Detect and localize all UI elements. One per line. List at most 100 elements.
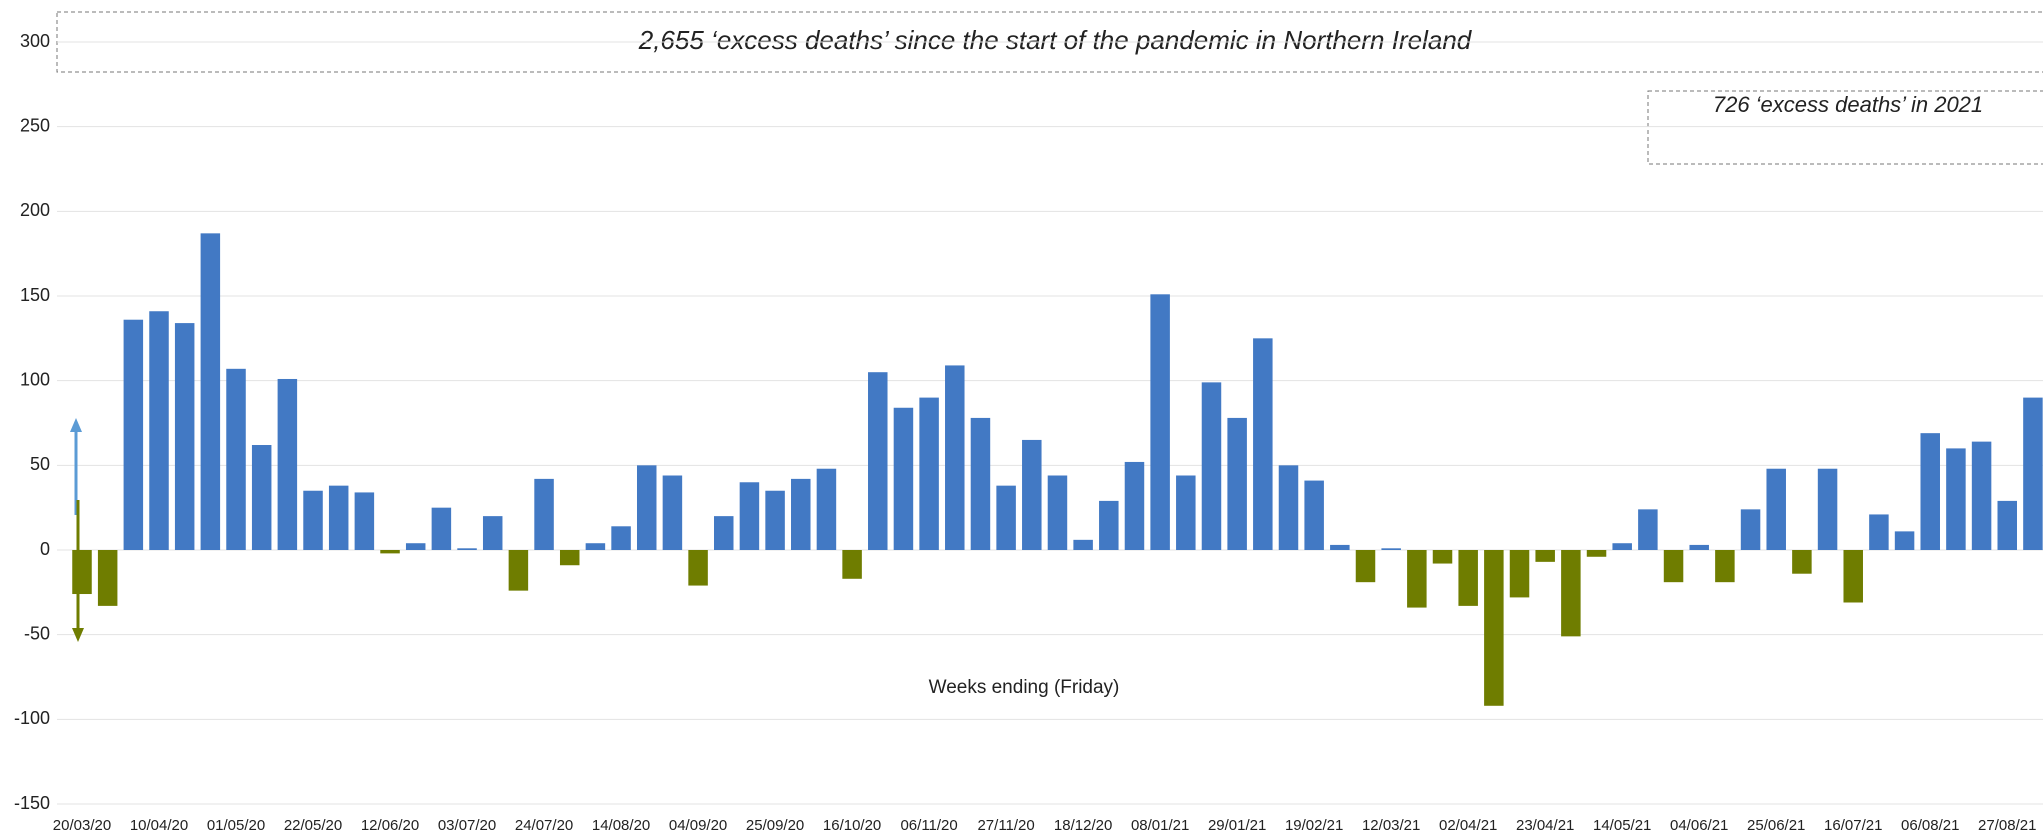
bar [585, 543, 606, 550]
bar [662, 475, 683, 550]
y-tick-label: -50 [24, 623, 50, 643]
x-tick-label: 27/08/21 [1978, 817, 2036, 834]
bar [431, 507, 452, 550]
bar [1715, 550, 1735, 583]
bar [611, 526, 631, 550]
x-tick-label: 06/08/21 [1901, 817, 1959, 834]
bar [1843, 550, 1863, 603]
x-tick-label: 14/05/21 [1593, 817, 1651, 834]
x-tick-label: 27/11/20 [977, 817, 1034, 834]
x-tick-label: 12/03/21 [1362, 817, 1420, 834]
plot: -150 -100 -50 0 50 100 150 200 250 300 20/03/20 10/… [14, 31, 2043, 834]
bar [868, 372, 888, 550]
bar [380, 550, 400, 554]
y-tick-label: 300 [20, 31, 50, 51]
bar [534, 478, 554, 550]
x-tick-label: 01/05/20 [207, 817, 265, 834]
bar [1561, 550, 1581, 637]
down-arrow-head [72, 628, 84, 642]
bar [1176, 475, 1196, 550]
bar [1458, 550, 1478, 606]
bar [1663, 550, 1684, 583]
bar [1047, 475, 1068, 550]
y-tick-label: 150 [20, 285, 50, 305]
bar [1278, 465, 1299, 550]
y-tick-label: -150 [14, 793, 50, 813]
bar [200, 233, 221, 550]
chart-title: 2,655 ‘excess deaths’ since the start of… [638, 25, 1473, 55]
bar [1381, 548, 1401, 550]
bar [1869, 514, 1889, 550]
bar [765, 490, 785, 550]
bar [1971, 441, 1992, 550]
bar [559, 550, 580, 566]
y-tick-label: -100 [14, 708, 50, 728]
bar [354, 492, 375, 550]
bar [405, 543, 426, 550]
x-tick-label: 25/06/21 [1747, 817, 1805, 834]
x-axis-label: Weeks ending (Friday) [929, 677, 1120, 698]
bar [123, 319, 144, 550]
bar [1612, 543, 1632, 550]
bar [1150, 294, 1170, 550]
bar [508, 550, 529, 591]
bar [945, 365, 965, 550]
bar [1509, 550, 1530, 598]
bar [816, 468, 837, 550]
bar [1766, 468, 1786, 550]
y-tick-label: 250 [20, 115, 50, 135]
bar [1407, 550, 1427, 608]
bar [842, 550, 862, 579]
y-tick-label: 50 [30, 454, 50, 474]
x-tick-label: 25/09/20 [746, 817, 804, 834]
x-tick-label: 06/11/20 [900, 817, 957, 834]
bar [791, 478, 811, 550]
bar [1253, 338, 1273, 550]
bar [174, 323, 195, 550]
bar [1920, 433, 1940, 550]
bar [457, 548, 477, 550]
y-tick-label: 200 [20, 200, 50, 220]
x-tick-label: 14/08/20 [592, 817, 650, 834]
bar [251, 445, 272, 550]
bar [1484, 550, 1504, 706]
x-tick-label: 23/04/21 [1516, 817, 1574, 834]
y-tick-label: 100 [20, 369, 50, 389]
bar [277, 378, 298, 550]
bar [1638, 509, 1658, 550]
bar [303, 490, 323, 550]
x-tick-label: 12/06/20 [361, 817, 419, 834]
bar [636, 465, 657, 550]
bar [1535, 550, 1555, 562]
x-tick-label: 20/03/20 [53, 817, 111, 834]
bar [919, 397, 939, 550]
x-tick-label: 03/07/20 [438, 817, 496, 834]
y-tick-label: 0 [40, 539, 50, 559]
bar [1997, 500, 2017, 550]
bar [1817, 468, 1838, 550]
bar [328, 485, 349, 550]
bar [1355, 550, 1376, 583]
x-tick-label: 19/02/21 [1285, 817, 1343, 834]
bar [1201, 382, 1222, 550]
bar [714, 516, 734, 550]
x-tick-label: 16/10/20 [823, 817, 881, 834]
x-tick-label: 22/05/20 [284, 817, 342, 834]
x-tick-label: 04/09/20 [669, 817, 727, 834]
bar [72, 550, 92, 595]
bar [1099, 500, 1119, 550]
bar [1894, 531, 1915, 550]
x-tick-label: 29/01/21 [1208, 817, 1266, 834]
x-tick-label: 10/04/20 [130, 817, 188, 834]
bar [996, 485, 1016, 550]
bar [226, 368, 246, 550]
annotation-box [1647, 90, 2043, 165]
bar [2023, 397, 2043, 550]
bar [1022, 439, 1042, 550]
bar [1946, 448, 1966, 550]
x-tick-label: 24/07/20 [515, 817, 573, 834]
bar [1586, 550, 1607, 557]
x-tick-label: 02/04/21 [1439, 817, 1497, 834]
